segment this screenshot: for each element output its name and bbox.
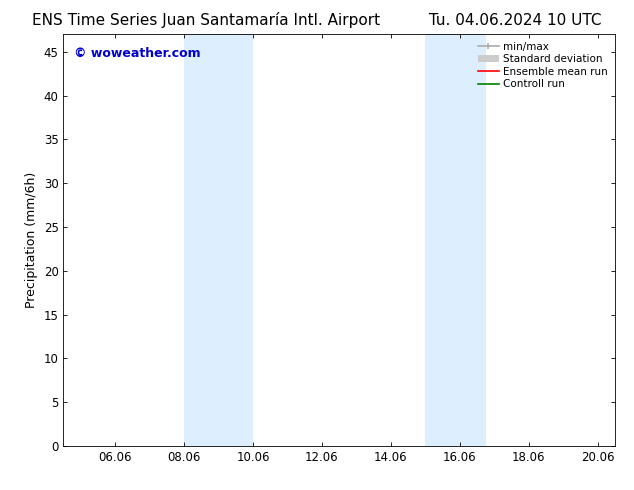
Text: ENS Time Series Juan Santamaría Intl. Airport          Tu. 04.06.2024 10 UTC: ENS Time Series Juan Santamaría Intl. Ai…: [32, 12, 602, 28]
Text: © woweather.com: © woweather.com: [74, 47, 201, 60]
Legend: min/max, Standard deviation, Ensemble mean run, Controll run: min/max, Standard deviation, Ensemble me…: [476, 40, 610, 92]
Bar: [184, 34, 253, 446]
Y-axis label: Precipitation (mm/6h): Precipitation (mm/6h): [25, 172, 38, 308]
Bar: [425, 34, 486, 446]
